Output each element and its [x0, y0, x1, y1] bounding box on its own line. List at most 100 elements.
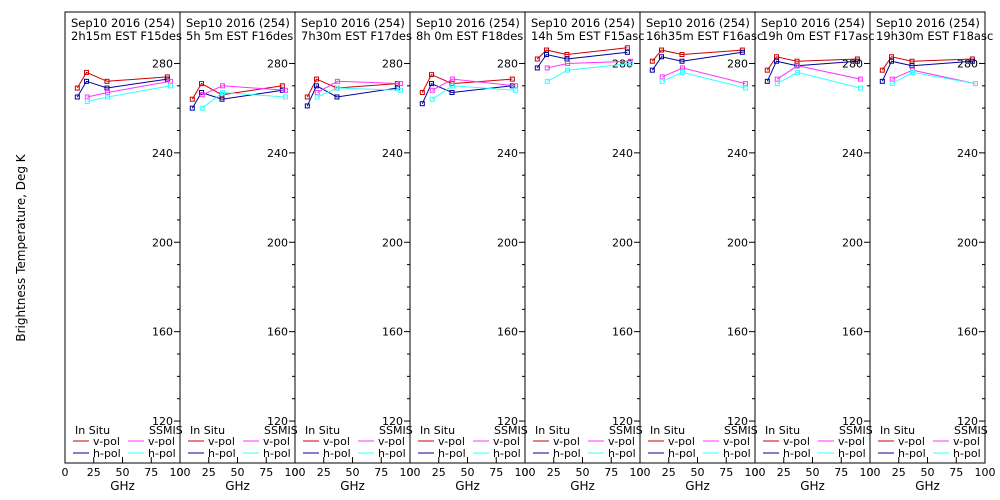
data-point [314, 94, 320, 100]
x-tick-label: 0 [637, 466, 644, 479]
data-point [565, 60, 571, 66]
y-tick-label: 120 [152, 415, 173, 428]
legend-entry-label: h-pol [263, 447, 291, 460]
y-tick-label: 200 [152, 236, 173, 249]
legend-entry-label: v-pol [263, 435, 290, 448]
x-axis-label: GHz [915, 479, 940, 493]
series-ssmis-h-pol [84, 83, 173, 104]
data-point [397, 81, 403, 87]
data-point [879, 78, 885, 84]
y-axis-label: Brightness Temperature, Deg K [14, 153, 28, 341]
x-tick-label: 0 [62, 466, 69, 479]
data-point [84, 69, 90, 75]
data-point [189, 105, 195, 111]
legend-entry-label: h-pol [723, 447, 751, 460]
data-point [659, 54, 665, 60]
data-point [774, 81, 780, 87]
legend-entry-label: v-pol [783, 435, 810, 448]
series-line [651, 51, 743, 71]
data-point [972, 81, 978, 87]
y-tick-label: 240 [497, 147, 518, 160]
series-in-situ-h-pol [879, 58, 975, 84]
y-tick-label: 160 [727, 326, 748, 339]
x-axis-label: GHz [800, 479, 825, 493]
data-point [429, 72, 435, 78]
series-line [76, 71, 168, 89]
x-axis-label: GHz [455, 479, 480, 493]
legend-entry-label: v-pol [898, 435, 925, 448]
x-tick-label: 100 [630, 466, 651, 479]
data-point [795, 63, 801, 69]
y-tick-label: 200 [497, 236, 518, 249]
series-line [87, 85, 171, 102]
data-point [450, 76, 456, 82]
data-point [104, 78, 110, 84]
y-tick-label: 200 [842, 236, 863, 249]
x-tick-label: 50 [116, 466, 130, 479]
data-point [74, 94, 80, 100]
legend-entry-label: v-pol [93, 435, 120, 448]
legend-group-label: In Situ [765, 424, 800, 437]
legend-entry-label: v-pol [668, 435, 695, 448]
y-tick-label: 120 [612, 415, 633, 428]
data-point [74, 85, 80, 91]
series-ssmis-v-pol [889, 67, 978, 87]
x-tick-label: 75 [719, 466, 733, 479]
series-line [306, 85, 398, 107]
data-point [167, 83, 173, 89]
data-point [969, 58, 975, 64]
legend-group-label: In Situ [190, 424, 225, 437]
legend-entry-label: v-pol [723, 435, 750, 448]
legend-entry-label: v-pol [148, 435, 175, 448]
legend-entry-label: h-pol [608, 447, 636, 460]
legend-entry-label: h-pol [953, 447, 981, 460]
data-point [450, 83, 456, 89]
y-tick-label: 200 [957, 236, 978, 249]
x-tick-label: 50 [921, 466, 935, 479]
series-ssmis-h-pol [199, 90, 288, 111]
chart-panel-6: Sep10 2016 (254)16h35m EST F16asc 120 160 2… [637, 11, 766, 493]
legend-entry-label: v-pol [438, 435, 465, 448]
panel-subtitle: 14h 5m EST F15asc [531, 29, 645, 43]
series-line [432, 85, 516, 100]
data-point [659, 47, 665, 53]
x-tick-label: 50 [576, 466, 590, 479]
legend-entry-label: v-pol [608, 435, 635, 448]
data-point [189, 96, 195, 102]
series-in-situ-v-pol [419, 72, 515, 96]
data-point [795, 69, 801, 75]
x-tick-label: 50 [461, 466, 475, 479]
data-point [889, 81, 895, 87]
legend-entry-label: v-pol [493, 435, 520, 448]
legend-group-label: SSMIS [724, 424, 758, 437]
chart-panel-5: Sep10 2016 (254)14h 5m EST F15asc 120 160 2… [522, 11, 651, 493]
chart-panel-7: Sep10 2016 (254)19h 0m EST F17asc 120 160 2… [752, 11, 881, 493]
legend-entry-label: h-pol [378, 447, 406, 460]
data-point [534, 65, 540, 71]
data-point [282, 94, 288, 100]
series-line [191, 82, 283, 100]
legend-group-label: In Situ [420, 424, 455, 437]
legend-group-label: SSMIS [954, 424, 988, 437]
legend-entry-label: v-pol [208, 435, 235, 448]
data-point [220, 83, 226, 89]
y-tick-label: 280 [727, 57, 748, 70]
data-point [199, 105, 205, 111]
legend-group-label: In Situ [650, 424, 685, 437]
y-tick-label: 160 [957, 326, 978, 339]
series-line [766, 60, 858, 82]
y-tick-label: 280 [497, 57, 518, 70]
data-point [565, 67, 571, 73]
series-ssmis-v-pol [429, 76, 518, 93]
series-line [892, 71, 976, 85]
data-point [282, 87, 288, 93]
data-point [680, 69, 686, 75]
chart-panel-8: Sep10 2016 (254)19h30m EST F18asc 120 160 2… [867, 11, 996, 493]
series-in-situ-v-pol [74, 69, 170, 91]
y-tick-label: 160 [267, 326, 288, 339]
data-point [335, 78, 341, 84]
data-point [512, 87, 518, 93]
